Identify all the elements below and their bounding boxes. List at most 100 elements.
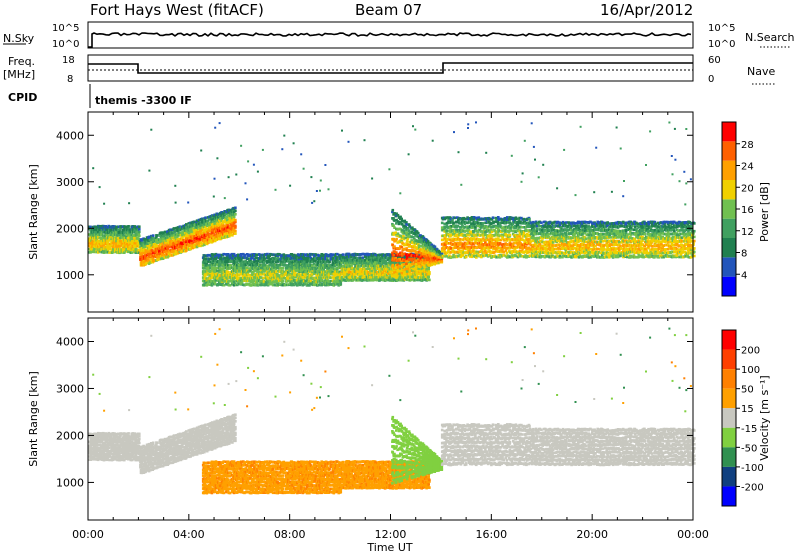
echo-cell [183,235,186,238]
echo-cell [391,251,394,255]
echo-cell [199,226,202,230]
echo-cell [251,277,254,281]
echo-cell [153,245,156,249]
echo-cell [97,230,100,234]
echo-cell [266,252,269,256]
echo-cell [403,236,407,240]
echo-cell [212,218,215,221]
echo-cell [370,269,374,273]
echo-cell [232,218,236,221]
echo-cell [229,217,232,220]
echo-cell [230,257,234,260]
echo-cell [294,256,298,259]
echo-cell [218,278,222,282]
echo-cell [251,280,254,284]
echo-cell [339,263,343,267]
power-heatmap [88,121,696,287]
echo-cell [406,267,410,271]
echo-cell [387,264,390,267]
echo-cell [425,268,428,271]
echo-cell [228,234,231,238]
echo-cell [188,234,192,238]
echo-cell [256,274,259,277]
echo-cell [399,278,402,281]
echo-cell [428,278,431,282]
echo-cell [425,279,428,282]
echo-cell [128,247,132,250]
echo-cell [405,253,408,256]
echo-cell [195,245,199,249]
echo-cell [222,283,226,287]
echo-cell [413,278,417,282]
echo-cell [399,234,402,238]
echo-cell [324,270,327,273]
echo-cell [158,249,162,253]
echo-cell [339,280,343,283]
echo-cell [215,230,219,234]
echo-cell [332,272,336,276]
echo-cell [91,248,94,251]
echo-cell [326,259,330,262]
echo-cell [320,253,323,256]
echo-cell [274,258,278,261]
echo-cell [91,245,94,248]
echo-cell [127,225,130,228]
echo-cell [407,263,411,266]
echo-cell [417,244,421,247]
echo-cell [147,259,151,262]
echo-cell [263,257,266,261]
echo-cell [100,236,104,240]
echo-cell [214,279,218,282]
echo-cell [250,284,253,287]
echo-cell [234,229,237,233]
echo-cell [405,257,409,260]
echo-cell [336,263,339,266]
echo-cell [199,241,203,244]
echo-cell [357,273,361,277]
echo-cell [183,226,186,230]
echo-cell [229,220,232,223]
echo-cell [370,276,374,279]
echo-cell [396,220,399,223]
nsearch-tick-top: 10^5 [708,23,735,34]
echo-cell [348,270,351,274]
echo-cell [204,228,207,232]
echo-cell [243,273,246,277]
echo-cell [271,264,275,267]
echo-cell [370,263,374,267]
echo-cell [405,273,408,277]
echo-cell [264,280,268,284]
echo-cell [119,250,122,253]
echo-cell [396,247,399,250]
echo-cell [123,234,126,238]
echo-cell [299,282,302,286]
echo-cell [214,257,218,260]
echo-cell [274,267,278,271]
echo-cell [89,225,92,229]
echo-cell [282,274,286,277]
echo-cell [100,244,103,248]
echo-cell [428,272,431,276]
echo-cell [350,264,353,268]
echo-cell [309,256,313,260]
echo-cell [287,254,290,258]
echo-cell [206,231,210,234]
echo-cell [155,242,158,246]
echo-cell [197,222,201,226]
echo-cell [197,241,200,245]
echo-cell [240,277,243,280]
echo-cell [392,224,395,227]
echo-cell [330,256,333,259]
echo-cell [266,264,269,268]
echo-cell [218,280,221,284]
echo-cell [402,272,406,276]
echo-cell [223,272,226,276]
echo-cell [399,269,402,273]
echo-cell [398,261,402,265]
echo-cell [93,242,96,245]
echo-cell [304,275,307,279]
echo-cell [164,253,168,257]
echo-cell [240,257,243,261]
echo-cell [261,264,265,267]
echo-cell [399,265,402,268]
